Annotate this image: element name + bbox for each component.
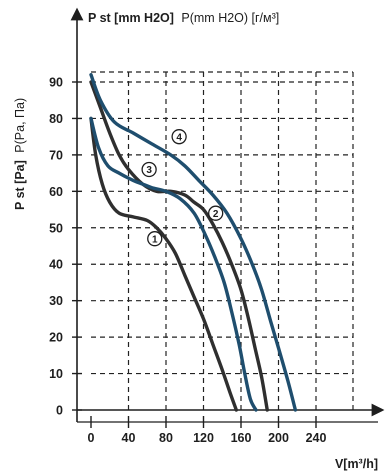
series-line-4 bbox=[89, 73, 298, 412]
series-marker-circle-2 bbox=[208, 205, 224, 221]
series-layer bbox=[89, 73, 298, 412]
y-tick-label: 0 bbox=[56, 404, 63, 418]
x-tick-label: 160 bbox=[231, 431, 252, 445]
y-tick-label: 40 bbox=[49, 258, 63, 272]
x-tick-label: 200 bbox=[268, 431, 289, 445]
y-axis-title-side: P st [Pa] P(Pa, Па) bbox=[13, 98, 27, 210]
y-tick-label: 80 bbox=[49, 112, 63, 126]
y-tick-label: 10 bbox=[49, 367, 63, 381]
x-tick-label: 120 bbox=[193, 431, 214, 445]
y-tick-label: 60 bbox=[49, 185, 63, 199]
x-axis-title: V[m³/h] bbox=[335, 457, 378, 471]
x-tick-label: 80 bbox=[159, 431, 173, 445]
y-axis-title-normal: P(mm H2O) [г/м³] bbox=[181, 11, 279, 25]
x-tick-label: 40 bbox=[122, 431, 136, 445]
y-axis-title-bold: P st [mm H2O] bbox=[88, 11, 174, 25]
y-tick-label: 70 bbox=[49, 148, 63, 162]
y-axis-side-normal: P(Pa, Па) bbox=[13, 98, 27, 153]
y-axis-title-top: P st [mm H2O] P(mm H2O) [г/м³] bbox=[88, 11, 279, 25]
series-line-3 bbox=[89, 116, 258, 412]
series-marker-label-1: 1 bbox=[152, 234, 158, 245]
grid-lines bbox=[91, 71, 354, 410]
series-marker-label-2: 2 bbox=[213, 209, 219, 220]
y-tick-label: 20 bbox=[49, 331, 63, 345]
series-line-1 bbox=[89, 116, 239, 412]
series-marker-label-3: 3 bbox=[146, 165, 152, 176]
x-tick-label: 0 bbox=[88, 431, 95, 445]
series-markers: 1 2 3 4 bbox=[141, 129, 224, 247]
y-tick-label: 50 bbox=[49, 221, 63, 235]
series-marker-circle-1 bbox=[147, 231, 163, 247]
series-marker-circle-4 bbox=[171, 129, 187, 145]
series-line-2 bbox=[89, 80, 269, 412]
y-tick-label: 90 bbox=[49, 76, 63, 90]
axes: 0 10 20 30 40 50 60 70 80 90 0 40 80 120 160 200 240 bbox=[49, 7, 385, 445]
series-marker-circle-3 bbox=[141, 161, 157, 178]
x-tick-label: 240 bbox=[306, 431, 327, 445]
y-axis-side-bold: P st [Pa] bbox=[13, 160, 27, 210]
series-marker-label-4: 4 bbox=[176, 132, 182, 143]
y-tick-label: 30 bbox=[49, 294, 63, 308]
